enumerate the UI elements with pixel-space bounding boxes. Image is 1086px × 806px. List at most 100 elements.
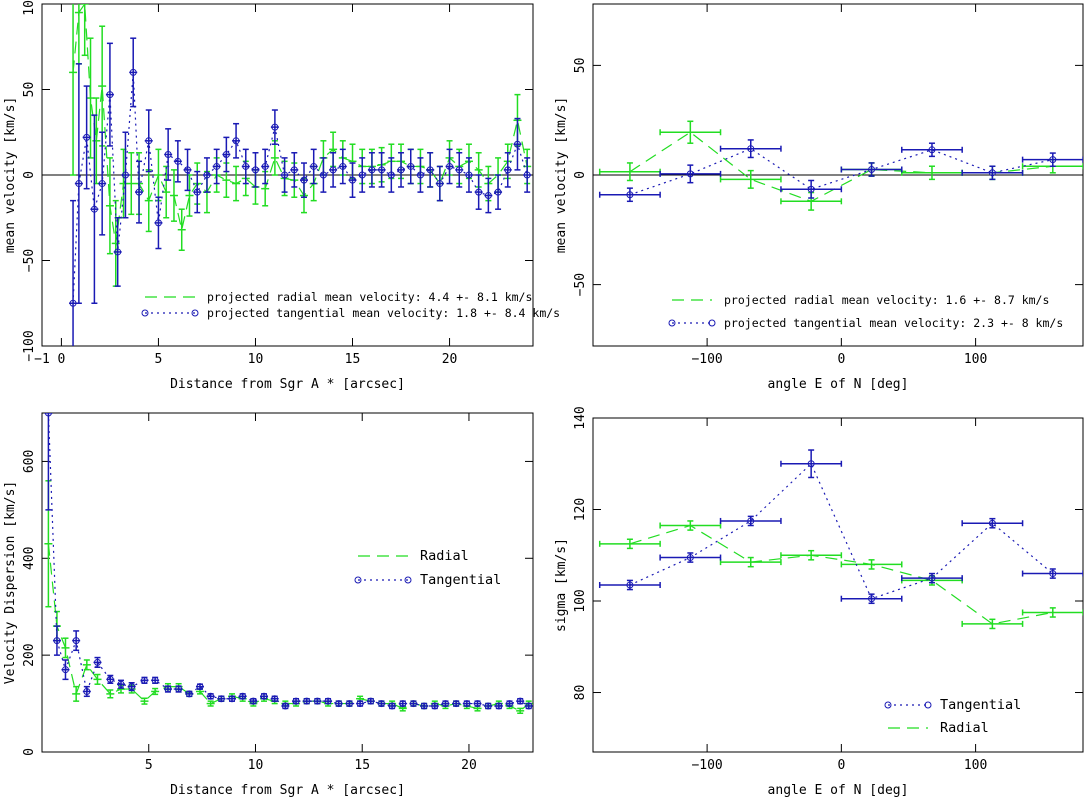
data-point-tangential [185,690,194,698]
marker-tangential [129,68,137,76]
data-point-radial [232,165,241,202]
data-point-tangential [61,659,70,681]
data-point-tangential [319,157,328,193]
data-point-tangential [116,679,125,689]
data-point-tangential [473,700,482,708]
marker-tangential [426,166,434,174]
data-point-radial [162,165,171,219]
data-point-tangential [93,656,102,668]
marker-tangential [868,595,876,603]
marker-tangential [436,180,444,188]
marker-tangential [319,171,327,179]
marker-tangential [335,700,343,708]
data-point-tangential [338,148,347,185]
data-point-tangential [659,164,722,184]
data-point-tangential [494,702,503,710]
data-point-tangential [358,157,367,193]
data-point-tangential [238,692,247,700]
data-point-tangential [222,136,231,173]
legend-marker-tangential [404,576,412,584]
data-point-radial [111,199,120,287]
y-tick-label: 0 [573,171,588,179]
data-point-radial [80,4,89,57]
data-point-tangential [430,702,439,710]
legend-marker-tangential [924,701,932,709]
data-point-tangential [280,157,289,193]
marker-tangential [260,692,268,700]
y-axis-label: mean velocity [km/s] [554,97,569,254]
y-axis-label: sigma [km/s] [554,538,569,632]
data-point-tangential [840,593,903,605]
x-axis-label: Distance from Sgr A * [arcsec] [170,783,405,798]
data-point-radial [840,559,903,570]
marker-tangential [431,702,439,710]
data-point-tangential [281,702,290,710]
data-point-tangential [961,517,1024,529]
marker-tangential [441,700,449,708]
x-axis-label: angle E of N [deg] [768,783,909,798]
data-point-tangential [302,697,311,705]
marker-tangential [387,171,395,179]
marker-tangential [388,702,396,710]
marker-tangential [271,695,279,703]
marker-tangential [98,180,106,188]
marker-tangential [868,166,876,174]
marker-tangential [140,676,148,684]
data-point-tangential [44,413,53,511]
marker-tangential [345,700,353,708]
marker-tangential [399,700,407,708]
data-point-tangential [901,142,963,158]
data-point-tangential [367,152,376,188]
series-line-tangential [629,462,1054,600]
data-point-radial [177,208,186,251]
marker-tangential [807,185,815,193]
marker-tangential [83,133,91,141]
legend-label-tangential: projected tangential mean velocity: 1.8 … [207,306,560,320]
marker-tangential [988,169,996,177]
data-point-tangential [241,148,250,185]
marker-tangential [232,137,240,145]
data-point-tangential [260,692,269,700]
data-point-radial [780,549,843,561]
marker-tangential [377,700,385,708]
data-point-tangential [206,692,215,700]
data-point-tangential [144,109,153,173]
data-point-tangential [445,148,454,185]
data-point-radial [206,700,215,707]
marker-tangential [222,150,230,158]
marker-tangential [484,702,492,710]
data-point-tangential [513,117,522,171]
data-point-radial [719,169,782,189]
marker-tangential [281,171,289,179]
data-point-tangential [840,162,903,177]
marker-tangential [626,191,634,199]
data-point-tangential [961,165,1024,181]
data-point-tangential [129,37,138,108]
data-point-tangential [121,131,130,219]
data-point-tangential [82,85,91,190]
data-point-tangential [212,148,221,185]
data-point-tangential [202,157,211,193]
marker-tangential [175,685,183,693]
marker-tangential [94,658,102,666]
data-point-tangential [163,685,172,693]
plot-area [44,413,533,715]
marker-tangential [329,166,337,174]
marker-tangential [516,697,524,705]
data-point-tangential [441,700,450,708]
marker-tangential [928,574,936,582]
x-tick-label: 100 [964,352,987,367]
data-point-tangential [334,700,343,708]
data-point-tangential [516,697,525,705]
x-axis-label: angle E of N [deg] [768,377,909,392]
data-point-tangential [345,700,354,708]
marker-tangential [184,166,192,174]
y-tick-label: 200 [22,643,37,666]
marker-tangential [416,171,424,179]
data-point-radial [659,120,722,144]
marker-tangential [420,702,428,710]
marker-tangential [154,219,162,227]
chart-panel-1: −1 0 5 10 15 20 −100 −50 0 50 100 Distance from Sgr… [3,0,560,392]
chart-panel-2: −100 0 100 −50 0 50 angle E of N [deg] mean vel… [554,3,1084,392]
